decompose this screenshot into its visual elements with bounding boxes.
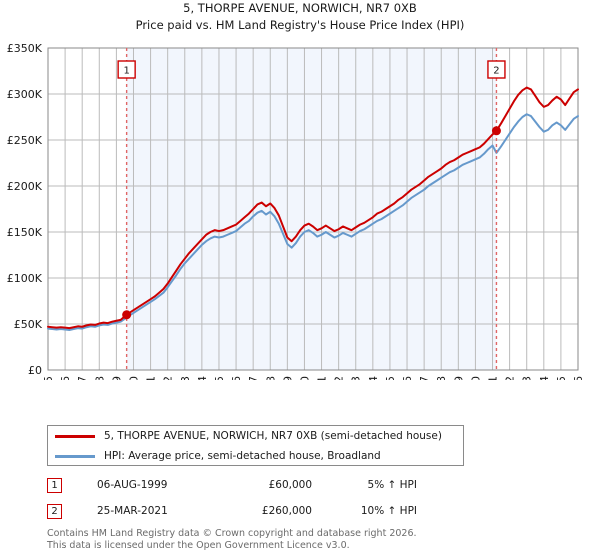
sale-price-1: £60,000: [268, 479, 312, 491]
x-axis-tick-label: 2023: [521, 376, 534, 380]
x-axis-tick-label: 2026: [572, 376, 585, 380]
chart-canvas: £0 £50K £100K £150K £200K £250K £300K £350K 1995…: [7, 42, 585, 380]
y-axis-tick-label: £0: [28, 364, 42, 377]
x-axis-tick-label: 1997: [76, 376, 89, 380]
x-axis-tick-label: 2001: [145, 376, 158, 380]
legend-label-property: 5, THORPE AVENUE, NORWICH, NR7 0XB (semi…: [104, 430, 442, 442]
series-line-hpi: [47, 113, 579, 331]
sale-marker-box-1: [117, 60, 136, 79]
y-axis-tick-label: £250K: [7, 134, 43, 147]
chart-title-block: 5, THORPE AVENUE, NORWICH, NR7 0XB Price…: [0, 0, 600, 34]
page-title: 5, THORPE AVENUE, NORWICH, NR7 0XB: [183, 1, 417, 15]
x-axis-tick-label: 1999: [110, 376, 123, 380]
x-axis-tick-label: 2012: [333, 376, 346, 380]
x-axis-tick-label: 1998: [93, 376, 106, 380]
x-axis-tick-label: 1995: [42, 376, 55, 380]
chart-legend: 5, THORPE AVENUE, NORWICH, NR7 0XB (semi…: [47, 425, 464, 466]
y-axis-tick-label: £300K: [7, 88, 43, 101]
sale-marker-number-1: 1: [123, 66, 129, 77]
sale-marker-dot-2: [491, 126, 501, 136]
x-axis-tick-label: 2007: [247, 376, 260, 380]
x-axis-tick-label: 2009: [281, 376, 294, 380]
x-axis-tick-label: 2005: [213, 376, 226, 380]
x-axis-tick-label: 2014: [367, 376, 380, 380]
footer-line-2: This data is licensed under the Open Gov…: [47, 540, 350, 551]
legend-swatch-property: [55, 434, 95, 438]
x-axis-tick-label: 2015: [384, 376, 397, 380]
y-axis-tick-label: £200K: [7, 180, 43, 193]
sale-marker-badge-2: 2: [47, 503, 62, 519]
x-axis-tick-label: 2003: [179, 376, 192, 380]
legend-item-property: 5, THORPE AVENUE, NORWICH, NR7 0XB (semi…: [48, 426, 463, 446]
sale-hpi-delta-1: 5% ↑ HPI: [367, 479, 417, 491]
x-axis-tick-label: 2010: [298, 376, 311, 380]
y-axis-tick-label: £150K: [7, 226, 43, 239]
sale-marker-badge-1: 1: [47, 477, 62, 493]
x-axis-tick-label: 2022: [504, 376, 517, 380]
ownership-highlight-band: [126, 48, 497, 370]
x-axis-tick-label: 2008: [264, 376, 277, 380]
x-axis-tick-label: 2016: [401, 376, 414, 380]
x-axis-tick-label: 2021: [487, 376, 500, 380]
x-axis-tick-label: 2019: [452, 376, 465, 380]
x-axis-tick-label: 2004: [196, 376, 209, 380]
table-row: 2 25-MAR-2021 £260,000 10% ↑ HPI: [47, 498, 477, 524]
sale-date-1: 06-AUG-1999: [97, 479, 168, 491]
sale-price-2: £260,000: [261, 505, 312, 517]
x-axis-tick-label: 2020: [469, 376, 482, 380]
series-line-property: [47, 86, 579, 330]
x-axis-tick-label: 2002: [162, 376, 175, 380]
x-axis-tick-label: 2013: [350, 376, 363, 380]
footer-line-1: Contains HM Land Registry data © Crown c…: [47, 528, 417, 539]
sale-marker-number-2: 2: [493, 66, 499, 77]
x-axis-tick-label: 2017: [418, 376, 431, 380]
plot-frame: [47, 47, 579, 371]
y-axis-tick-label: £100K: [7, 272, 43, 285]
legend-swatch-hpi: [55, 454, 95, 458]
attribution-footer: Contains HM Land Registry data © Crown c…: [47, 528, 587, 552]
legend-item-hpi: HPI: Average price, semi-detached house,…: [48, 446, 463, 466]
x-axis-tick-label: 2025: [555, 376, 568, 380]
table-row: 1 06-AUG-1999 £60,000 5% ↑ HPI: [47, 472, 477, 498]
x-axis-tick-label: 2018: [435, 376, 448, 380]
legend-label-hpi: HPI: Average price, semi-detached house,…: [104, 450, 381, 462]
x-axis-tick-label: 1996: [59, 376, 72, 380]
y-axis-tick-label: £50K: [14, 318, 43, 331]
sale-date-2: 25-MAR-2021: [97, 505, 168, 517]
sale-hpi-delta-2: 10% ↑ HPI: [360, 505, 417, 517]
x-axis-tick-label: 2024: [538, 376, 551, 380]
sales-table: 1 06-AUG-1999 £60,000 5% ↑ HPI 2 25-MAR-…: [47, 472, 477, 524]
y-axis-tick-label: £350K: [7, 42, 43, 55]
page-subtitle: Price paid vs. HM Land Registry's House …: [135, 18, 465, 32]
sale-marker-dot-1: [122, 310, 132, 320]
x-axis-tick-label: 2011: [316, 376, 329, 380]
sale-marker-box-2: [487, 60, 506, 79]
x-axis-tick-label: 2006: [230, 376, 243, 380]
price-history-chart: £0 £50K £100K £150K £200K £250K £300K £350K 1995…: [0, 40, 600, 380]
x-axis-tick-label: 2000: [127, 376, 140, 380]
